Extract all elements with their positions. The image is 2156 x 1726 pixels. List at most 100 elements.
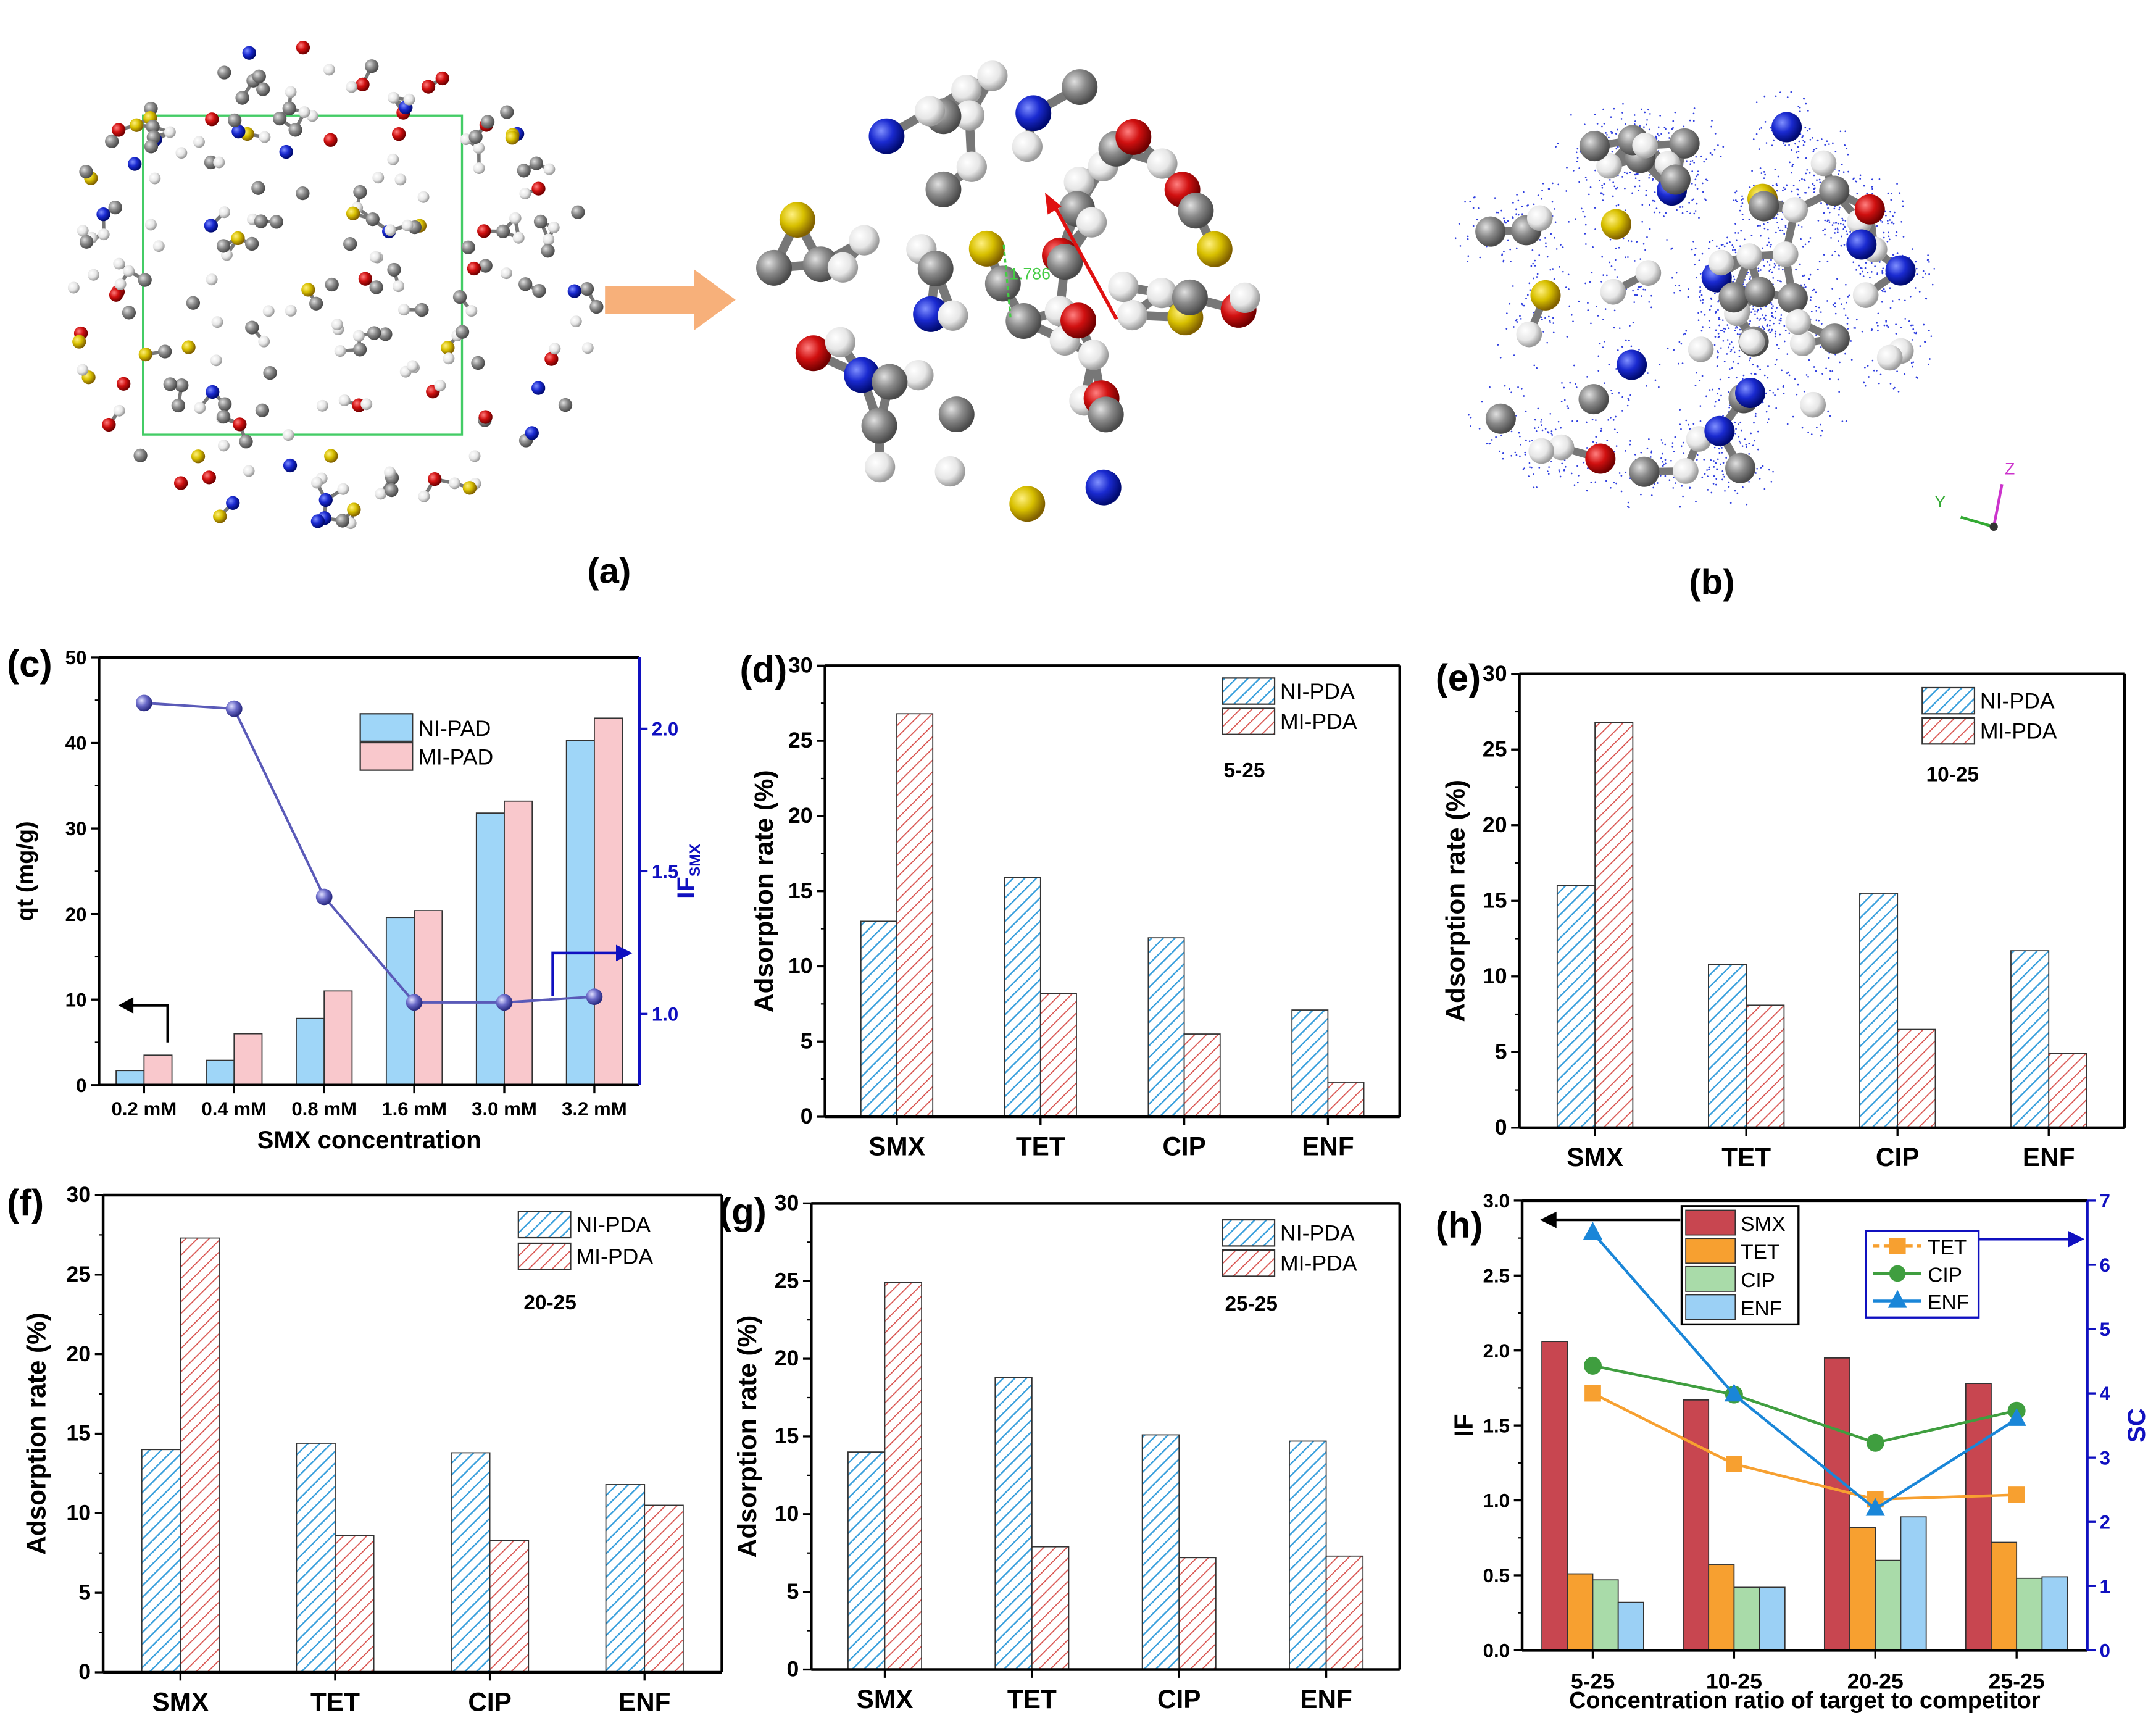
legend-label: NI-PDA: [1280, 679, 1355, 704]
legend-label: TET: [1928, 1236, 1967, 1259]
x-tick-label: ENF: [1300, 1685, 1352, 1714]
y-tick-label: 30: [775, 1190, 799, 1215]
legend-marker: [1889, 1238, 1906, 1254]
bar-ni-pda-TET: [1707, 964, 1747, 1128]
legend-swatch-enf: [1685, 1294, 1736, 1320]
marker-enf-1: [1724, 1383, 1744, 1402]
x-tick-label: CIP: [1876, 1143, 1920, 1172]
x-tick-label: SMX: [857, 1685, 914, 1714]
y2-tick-label: 6: [2100, 1254, 2110, 1276]
y-tick-label: 25: [788, 728, 813, 753]
legend-label: NI-PDA: [1280, 1220, 1355, 1245]
bar-ni-pda-SMX: [141, 1449, 181, 1673]
bar-tet-20-25: [1849, 1527, 1876, 1651]
direction-arrow-head: [1045, 193, 1062, 215]
y-tick-label: 25: [66, 1262, 91, 1286]
y-tick-label: 0: [1495, 1115, 1507, 1140]
y-tick-label: 15: [1483, 888, 1507, 912]
marker-if_smx-3: [406, 994, 423, 1011]
bar-mi-pda-TET: [335, 1535, 375, 1673]
y2-tick-label: 0: [2100, 1640, 2110, 1661]
bar-ni-pda-ENF: [605, 1484, 646, 1673]
bar-mi-pad-08mM: [323, 990, 353, 1086]
marker-if_smx-2: [315, 888, 333, 906]
x-tick-label: SMX: [868, 1132, 925, 1161]
y-tick-label: 3.0: [1483, 1190, 1510, 1212]
panel-a-label: (a): [587, 552, 631, 591]
y-tick-label: 20: [66, 1341, 91, 1366]
chart-e: 0 5 10 15 20 25 30 SMX TET CIP ENF Adsorption rate …: [1436, 657, 2126, 1172]
right-axis-arrow: [551, 951, 619, 996]
bar-mi-pda-CIP: [1183, 1033, 1221, 1117]
legend-swatch-mi-pda: [1921, 717, 1976, 745]
panel-label: (e): [1436, 657, 1481, 698]
y2-tick-label: 5: [2100, 1319, 2110, 1340]
y-tick-label: 15: [66, 1421, 91, 1446]
y-tick-label: 0: [76, 1075, 86, 1096]
x-tick-label: CIP: [468, 1687, 512, 1716]
y2-tick-label: 1.5: [652, 861, 678, 883]
bar-tet-25-25: [1991, 1541, 2018, 1651]
y-tick-label: 30: [1483, 661, 1507, 686]
x-tick-label: TET: [1007, 1685, 1057, 1714]
bar-ni-pda-TET: [994, 1377, 1033, 1670]
y-tick-label: 25: [1483, 736, 1507, 761]
bar-mi-pda-TET: [1039, 993, 1077, 1117]
x-tick-label: 20-25: [1847, 1669, 1904, 1694]
bar-ni-pda-CIP: [1859, 893, 1899, 1128]
electron-density-molecule-image: [1454, 91, 1936, 509]
bar-enf-5-25: [1617, 1601, 1644, 1651]
chart-f: 0 5 10 15 20 25 30 SMX TET CIP ENF Adsorption rate …: [7, 1182, 723, 1716]
bar-smx-20-25: [1823, 1357, 1850, 1651]
legend-swatch-mi-pda: [1222, 707, 1276, 735]
bar-ni-pda-CIP: [451, 1452, 491, 1673]
x-tick-label: 0.8 mM: [291, 1098, 357, 1120]
y-tick-label: 10: [66, 1500, 91, 1525]
y-tick-label: 40: [65, 733, 87, 754]
bar-ni-pda-TET: [1004, 877, 1041, 1117]
y-tick-label: 0: [801, 1104, 813, 1128]
line-if_smx: [144, 701, 595, 1004]
axis-y-label: Y: [1934, 493, 1946, 511]
chart-d: 0 5 10 15 20 25 30 SMX TET CIP ENF Adsorption rate …: [739, 649, 1402, 1161]
legend-swatch-ni-pda: [1921, 686, 1976, 715]
legend-label: MI-PDA: [1980, 719, 2057, 743]
marker-cip-2: [1866, 1433, 1884, 1452]
y-tick-label: 1.5: [1483, 1415, 1510, 1436]
bar-ni-pad-02mM: [115, 1070, 145, 1086]
x-tick-label: CIP: [1157, 1685, 1201, 1714]
y-tick-label: 20: [1483, 812, 1507, 837]
legend-label: NI-PDA: [576, 1212, 651, 1237]
legend-label: TET: [1741, 1241, 1779, 1264]
bar-ni-pda-ENF: [1289, 1440, 1327, 1670]
legend-label: MI-PDA: [1280, 709, 1357, 734]
y-tick-label: 5: [78, 1580, 91, 1604]
chart-g: 0 5 10 15 20 25 30 SMX TET CIP ENF Adsorption rate …: [719, 1190, 1402, 1714]
x-tick-label: 10-25: [1706, 1669, 1762, 1694]
legend-swatch-mi-pda: [517, 1242, 572, 1270]
x-tick-label: ENF: [2023, 1143, 2075, 1172]
bar-ni-pad-04mM: [206, 1059, 235, 1086]
x-tick-label: ENF: [618, 1687, 671, 1716]
marker-tet-1: [1726, 1456, 1742, 1472]
y-tick-label: 5: [801, 1028, 813, 1053]
x-tick-label: 3.0 mM: [472, 1098, 537, 1120]
bar-mi-pad-02mM: [143, 1054, 173, 1086]
x-tick-label: 1.6 mM: [381, 1098, 447, 1120]
y-tick-label: 10: [788, 954, 813, 978]
y-tick-label: 15: [775, 1424, 799, 1448]
chart-h: 0.0 0.5 1.0 1.5 2.0 2.5 3.0 5-25 10-25 20-25 25-25…: [1436, 1190, 2150, 1714]
x-tick-label: TET: [310, 1687, 360, 1716]
y-tick-label: 0: [78, 1659, 91, 1684]
arrow-left-icon: [1540, 1211, 1557, 1228]
y-axis-label: Adsorption rate (%): [733, 1315, 762, 1558]
y-tick-label: 30: [65, 818, 87, 840]
legend-swatch-smx: [1685, 1209, 1736, 1236]
x-tick-label: 0.4 mM: [201, 1098, 267, 1120]
y-tick-label: 5: [1495, 1039, 1507, 1064]
legend-label: MI-PDA: [576, 1244, 653, 1269]
x-axis-label: SMX concentration: [257, 1127, 481, 1154]
legend-label: NI-PDA: [1980, 688, 2055, 713]
